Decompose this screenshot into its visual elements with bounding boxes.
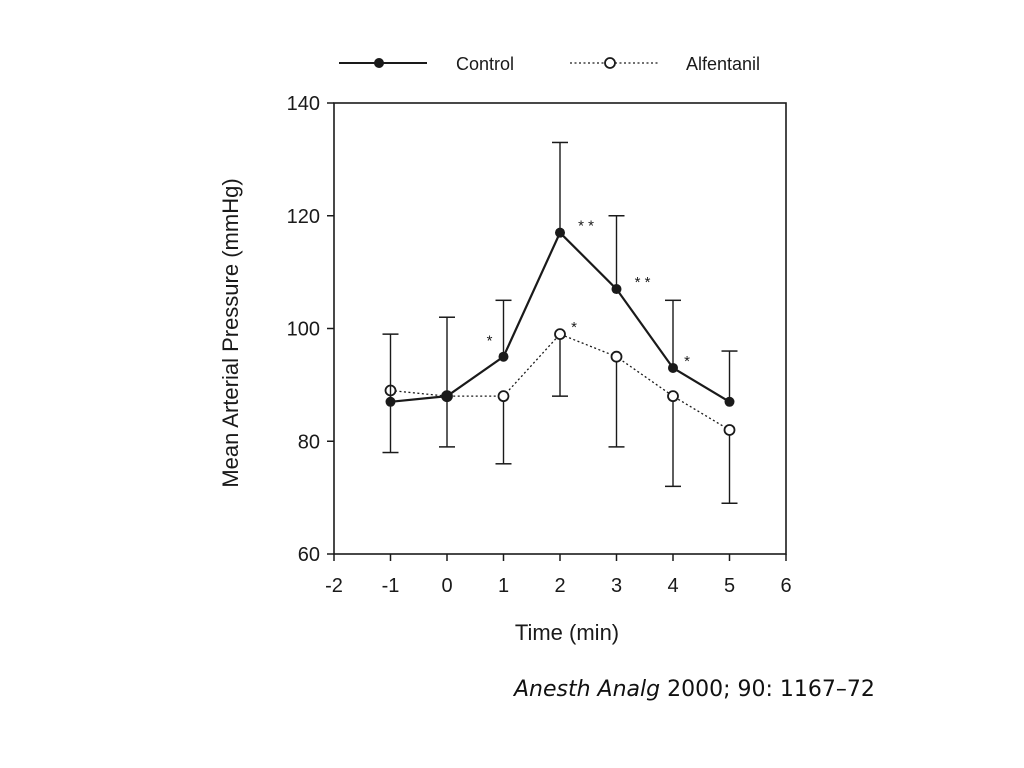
x-tick-label: -2 (325, 575, 343, 597)
x-tick-label: 0 (441, 575, 452, 597)
series-alfentanil: * (382, 319, 738, 505)
y-tick-label: 100 (287, 319, 320, 341)
data-point (724, 396, 735, 407)
data-point (442, 391, 452, 402)
data-point (385, 396, 396, 407)
significance-marker: * (684, 353, 690, 370)
data-point (555, 227, 565, 238)
significance-marker: * * (635, 274, 651, 291)
mean-arterial-pressure-chart: Control Alfentanil -2 -1 0 1 2 3 4 5 6 60 80 100 120 1… (218, 54, 792, 645)
x-tick-label: 1 (498, 575, 509, 597)
data-point (723, 424, 736, 436)
x-axis-label: Time (min) (515, 620, 619, 645)
y-tick-label: 140 (287, 93, 320, 115)
significance-marker: * * (578, 218, 594, 235)
x-tick-label: 6 (780, 575, 791, 597)
legend-marker-alfentanil (604, 57, 616, 69)
significance-marker: * (487, 333, 493, 350)
x-tick-label: -1 (382, 575, 400, 597)
y-tick-label: 60 (298, 544, 320, 566)
y-tick-label: 120 (287, 206, 320, 228)
legend-marker-control (374, 58, 384, 68)
x-tick-label: 2 (554, 575, 565, 597)
x-tick-label: 5 (724, 575, 735, 597)
y-axis-label: Mean Arterial Pressure (mmHg) (218, 178, 243, 487)
citation-details: 2000; 90: 1167–72 (660, 677, 875, 702)
series-control: * * * * * * (382, 141, 738, 407)
significance-marker: * (571, 319, 577, 336)
x-tick-label: 3 (611, 575, 622, 597)
data-point (611, 284, 622, 295)
legend-label-control: Control (456, 54, 514, 74)
data-point (554, 328, 566, 341)
axes: -2 -1 0 1 2 3 4 5 6 60 80 100 120 140 (287, 93, 792, 597)
data-point (668, 362, 678, 373)
data-point (498, 351, 509, 362)
citation: Anesth Analg 2000; 90: 1167–72 (514, 677, 875, 702)
x-tick-label: 4 (667, 575, 678, 597)
series-layer: * * * * * * * (382, 141, 738, 505)
legend-label-alfentanil: Alfentanil (686, 54, 760, 74)
y-tick-label: 80 (298, 431, 320, 453)
citation-journal: Anesth Analg (514, 677, 661, 702)
data-point (667, 390, 679, 403)
data-point (610, 350, 623, 363)
data-point (497, 390, 510, 403)
legend: Control Alfentanil (339, 54, 760, 74)
